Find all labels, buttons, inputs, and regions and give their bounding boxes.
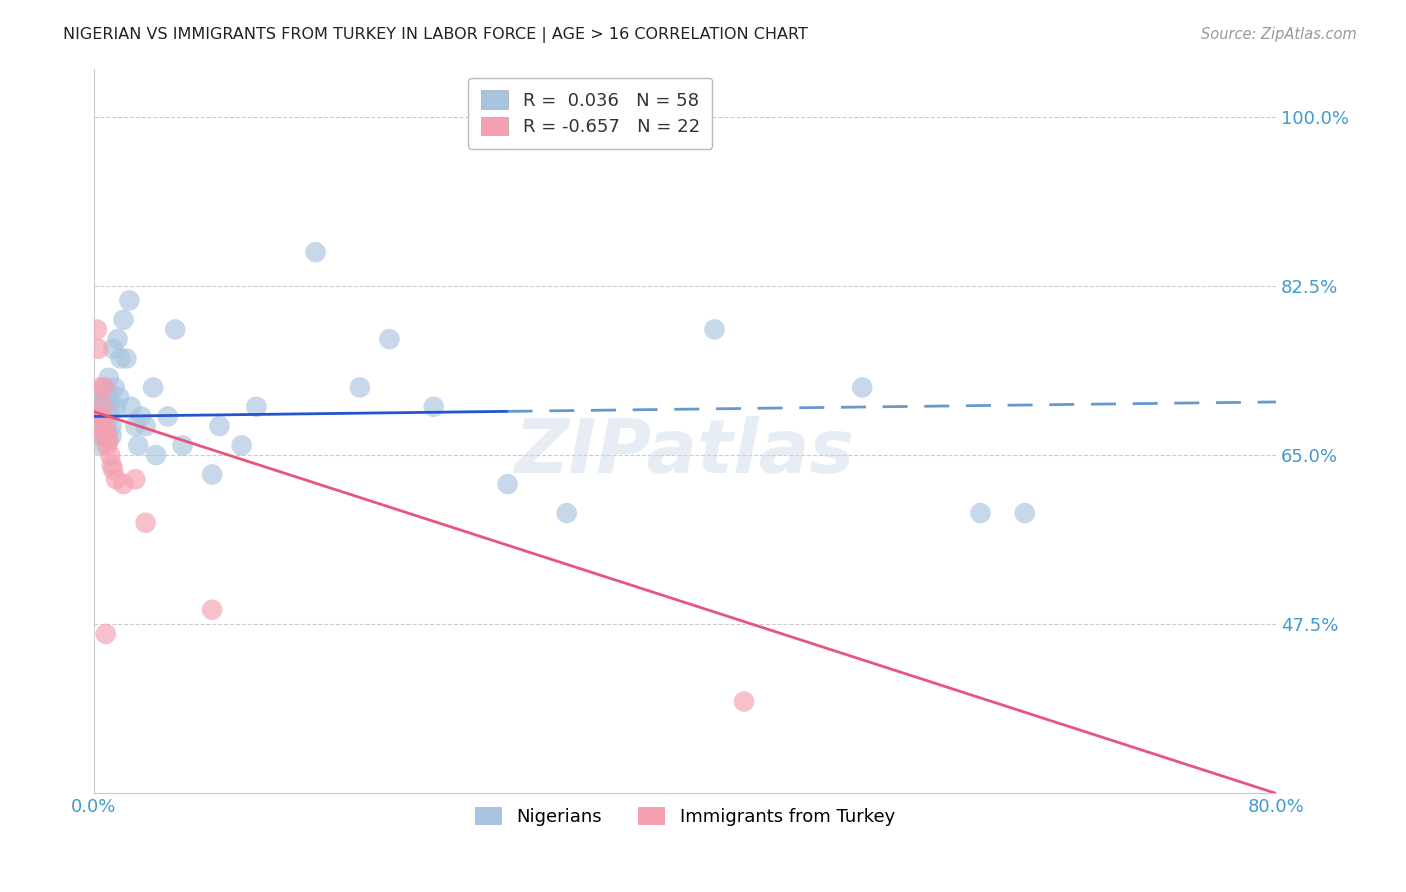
Point	[100, 419, 122, 434]
Point	[208, 419, 231, 434]
Point	[91, 400, 114, 414]
Point	[91, 404, 114, 418]
Point	[94, 400, 117, 414]
Point	[104, 380, 127, 394]
Point	[96, 438, 118, 452]
Point	[245, 400, 267, 414]
Point	[97, 385, 120, 400]
Point	[87, 342, 110, 356]
Point	[100, 429, 122, 443]
Point	[90, 419, 112, 434]
Point	[703, 322, 725, 336]
Point	[423, 400, 446, 414]
Point	[93, 404, 115, 418]
Point	[91, 429, 114, 443]
Point	[156, 409, 179, 424]
Point	[98, 404, 121, 418]
Point	[90, 409, 112, 424]
Point	[105, 400, 128, 414]
Point	[201, 603, 224, 617]
Point	[115, 351, 138, 366]
Point	[94, 419, 117, 434]
Point	[101, 342, 124, 356]
Point	[555, 506, 578, 520]
Point	[96, 414, 118, 428]
Point	[91, 419, 114, 434]
Point	[496, 477, 519, 491]
Point	[124, 419, 146, 434]
Legend: Nigerians, Immigrants from Turkey: Nigerians, Immigrants from Turkey	[465, 797, 904, 835]
Point	[107, 332, 129, 346]
Point	[105, 472, 128, 486]
Point	[129, 409, 152, 424]
Point	[89, 380, 111, 394]
Point	[231, 438, 253, 452]
Point	[145, 448, 167, 462]
Point	[733, 694, 755, 708]
Point	[90, 390, 112, 404]
Text: ZIPatlas: ZIPatlas	[515, 417, 855, 489]
Point	[110, 351, 132, 366]
Point	[86, 400, 108, 414]
Text: NIGERIAN VS IMMIGRANTS FROM TURKEY IN LABOR FORCE | AGE > 16 CORRELATION CHART: NIGERIAN VS IMMIGRANTS FROM TURKEY IN LA…	[63, 27, 808, 43]
Point	[142, 380, 165, 394]
Point	[93, 380, 115, 394]
Point	[97, 434, 120, 448]
Point	[135, 516, 157, 530]
Point	[87, 409, 110, 424]
Point	[172, 438, 194, 452]
Point	[96, 395, 118, 409]
Point	[94, 409, 117, 424]
Point	[101, 462, 124, 476]
Point	[108, 390, 131, 404]
Point	[118, 293, 141, 308]
Point	[89, 400, 111, 414]
Point	[87, 419, 110, 434]
Point	[851, 380, 873, 394]
Point	[124, 472, 146, 486]
Point	[98, 395, 121, 409]
Point	[94, 424, 117, 438]
Point	[112, 313, 135, 327]
Point	[135, 419, 157, 434]
Point	[349, 380, 371, 394]
Point	[96, 404, 118, 418]
Point	[96, 429, 118, 443]
Point	[86, 322, 108, 336]
Point	[120, 400, 142, 414]
Point	[127, 438, 149, 452]
Point	[93, 380, 115, 394]
Point	[97, 371, 120, 385]
Point	[98, 448, 121, 462]
Text: Source: ZipAtlas.com: Source: ZipAtlas.com	[1201, 27, 1357, 42]
Point	[112, 477, 135, 491]
Point	[969, 506, 991, 520]
Point	[304, 245, 326, 260]
Point	[201, 467, 224, 482]
Point	[378, 332, 401, 346]
Point	[1014, 506, 1036, 520]
Point	[89, 429, 111, 443]
Point	[90, 438, 112, 452]
Point	[100, 458, 122, 472]
Point	[94, 627, 117, 641]
Point	[93, 390, 115, 404]
Point	[165, 322, 187, 336]
Point	[90, 409, 112, 424]
